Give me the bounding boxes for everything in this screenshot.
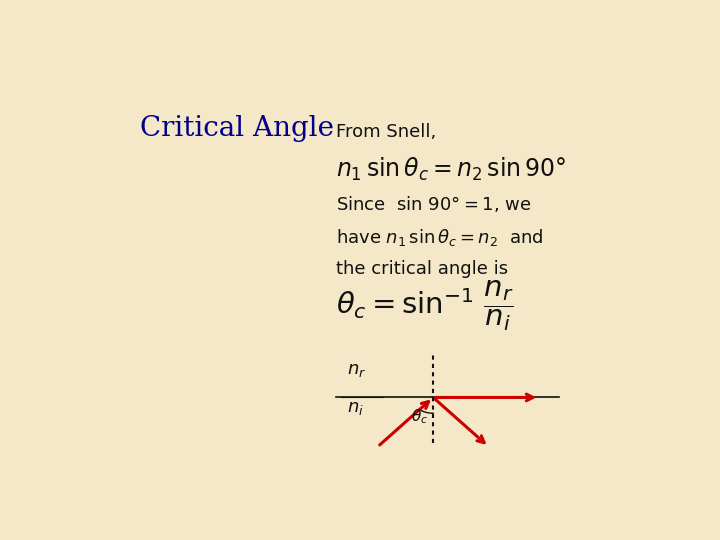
Text: From Snell,: From Snell, bbox=[336, 123, 436, 141]
Text: $n_1\,\sin\theta_c = n_2\,\sin 90°$: $n_1\,\sin\theta_c = n_2\,\sin 90°$ bbox=[336, 156, 566, 184]
Text: the critical angle is: the critical angle is bbox=[336, 260, 508, 278]
Text: $n_r$: $n_r$ bbox=[347, 361, 366, 380]
Text: have $n_1\,\sin\theta_c = n_2$  and: have $n_1\,\sin\theta_c = n_2$ and bbox=[336, 227, 543, 248]
Text: Critical Angle: Critical Angle bbox=[140, 114, 334, 141]
Text: $\theta_c$: $\theta_c$ bbox=[411, 407, 428, 426]
Text: $n_i$: $n_i$ bbox=[347, 399, 364, 417]
Text: $\theta_c = \sin^{-1}\,\dfrac{n_r}{n_i}$: $\theta_c = \sin^{-1}\,\dfrac{n_r}{n_i}$ bbox=[336, 279, 513, 333]
Text: Since  $\sin\,90° = 1$, we: Since $\sin\,90° = 1$, we bbox=[336, 194, 531, 214]
